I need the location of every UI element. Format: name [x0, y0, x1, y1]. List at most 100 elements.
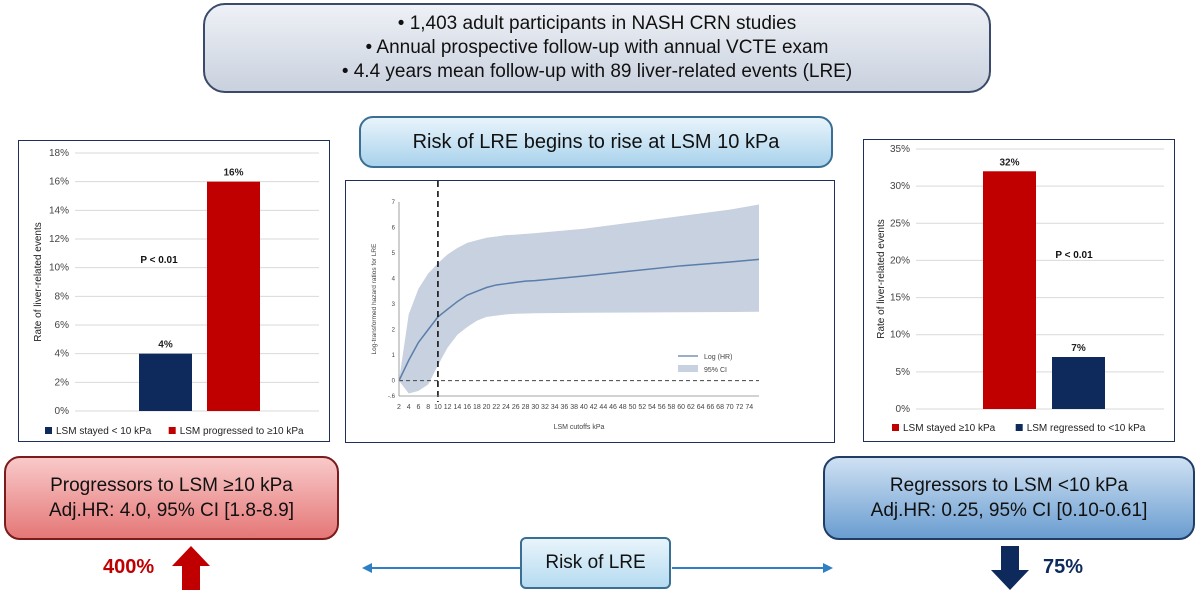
x-tick-label: 72 — [736, 404, 744, 411]
bar — [983, 171, 1036, 409]
summary-line-3: • 4.4 years mean follow-up with 89 liver… — [341, 61, 853, 82]
y-axis-label: Log-transformed hazard ratios for LRE — [371, 243, 378, 355]
x-tick-label: 52 — [638, 404, 646, 411]
x-tick-label: 62 — [687, 404, 695, 411]
y-tick-label: 10% — [49, 263, 69, 274]
progressors-percent: 400% — [103, 556, 155, 578]
right-bar-chart: 0% 5% 10% 15% 20% 25% 30% 35% Rate of liver-rela… — [876, 144, 1164, 434]
legend-label: LSM stayed ≥10 kPa — [903, 423, 996, 434]
x-tick-label: 6 — [417, 404, 421, 411]
legend-swatch — [168, 427, 176, 434]
regressors-hr: Adj.HR: 0.25, 95% CI [0.10-0.61] — [870, 500, 1148, 521]
left-chart-panel: 0% 2% 4% 6% 8% 10% 12% 14% 16% 18% Rate of liver-r… — [18, 140, 330, 442]
y-tick-label: 16% — [49, 177, 69, 188]
x-tick-label: 22 — [492, 404, 500, 411]
y-tick-label: 30% — [890, 181, 910, 192]
y-axis-label: Rate of liver-related events — [876, 219, 887, 339]
risk-of-lre-box: Risk of LRE — [520, 537, 671, 589]
x-tick-label: 8 — [426, 404, 430, 411]
x-tick-label: 34 — [551, 404, 559, 411]
x-tick-label: 40 — [580, 404, 588, 411]
y-tick-label: 1 — [392, 353, 396, 359]
y-tick-label: 35% — [890, 144, 910, 155]
bar — [1052, 357, 1105, 409]
y-tick-label: 2% — [55, 377, 70, 388]
x-tick-label: 38 — [570, 404, 578, 411]
legend-band-swatch — [678, 365, 698, 372]
y-tick-label: 0 — [392, 379, 396, 385]
p-value-annotation: P < 0.01 — [1055, 250, 1093, 261]
y-tick-label: 4 — [392, 277, 396, 283]
y-tick-label: 18% — [49, 148, 69, 159]
x-tick-label: 42 — [590, 404, 598, 411]
x-tick-label: 12 — [444, 404, 452, 411]
y-tick-label: -.6 — [388, 394, 396, 400]
y-tick-label: 20% — [890, 255, 910, 266]
right-chart-panel: 0% 5% 10% 15% 20% 25% 30% 35% Rate of liver-rela… — [863, 139, 1175, 442]
x-tick-label: 66 — [706, 404, 714, 411]
x-tick-label: 68 — [716, 404, 724, 411]
y-tick-label: 14% — [49, 205, 69, 216]
x-tick-label: 20 — [483, 404, 491, 411]
legend-label: LSM stayed < 10 kPa — [56, 426, 152, 437]
legend-label: LSM regressed to <10 kPa — [1027, 423, 1146, 434]
x-tick-label: 14 — [453, 404, 461, 411]
bar — [139, 353, 192, 411]
x-tick-label: 30 — [531, 404, 539, 411]
regressors-box: Regressors to LSM <10 kPa Adj.HR: 0.25, … — [823, 456, 1195, 540]
legend-label: Log (HR) — [704, 354, 732, 361]
y-tick-label: 7 — [392, 200, 396, 206]
x-tick-label: 2 — [397, 404, 401, 411]
x-tick-label: 4 — [407, 404, 411, 411]
x-tick-label: 56 — [658, 404, 666, 411]
y-tick-label: 5 — [392, 251, 396, 257]
x-tick-label: 32 — [541, 404, 549, 411]
x-tick-label: 36 — [561, 404, 569, 411]
regressors-percent: 75% — [1043, 556, 1084, 578]
y-tick-label: 6 — [392, 226, 396, 232]
bar-value-label: 32% — [999, 157, 1019, 168]
x-tick-label: 58 — [668, 404, 676, 411]
bar — [207, 181, 260, 411]
x-tick-label: 70 — [726, 404, 734, 411]
summary-line-2: • Annual prospective follow-up with annu… — [365, 37, 829, 58]
progressors-hr: Adj.HR: 4.0, 95% CI [1.8-8.9] — [48, 500, 294, 521]
progressors-box: Progressors to LSM ≥10 kPa Adj.HR: 4.0, … — [4, 456, 339, 540]
x-tick-label: 74 — [745, 404, 753, 411]
left-bar-chart: 0% 2% 4% 6% 8% 10% 12% 14% 16% 18% Rate of liver-r… — [33, 148, 319, 437]
y-tick-label: 12% — [49, 234, 69, 245]
risk-rise-box: Risk of LRE begins to rise at LSM 10 kPa — [359, 116, 833, 168]
regressors-title: Regressors to LSM <10 kPa — [889, 475, 1129, 496]
legend-label: 95% CI — [704, 367, 727, 374]
hazard-ratio-line — [398, 258, 760, 382]
y-tick-label: 10% — [890, 330, 910, 341]
y-tick-label: 4% — [55, 349, 70, 360]
x-tick-label: 18 — [473, 404, 481, 411]
bar-value-label: 16% — [223, 168, 243, 179]
legend-label: LSM progressed to ≥10 kPa — [180, 426, 304, 437]
x-tick-label: 60 — [677, 404, 685, 411]
x-tick-label: 54 — [648, 404, 656, 411]
legend-swatch — [892, 424, 899, 431]
y-tick-label: 0% — [55, 406, 70, 417]
x-tick-label: 44 — [599, 404, 607, 411]
bar-value-label: 7% — [1071, 343, 1086, 354]
x-tick-label: 48 — [619, 404, 627, 411]
y-tick-label: 25% — [890, 218, 910, 229]
x-axis-label: LSM cutoffs kPa — [554, 424, 605, 431]
x-tick-label: 26 — [512, 404, 520, 411]
x-tick-label: 64 — [697, 404, 705, 411]
x-tick-label: 28 — [522, 404, 530, 411]
middle-chart-panel: -.6 0 1 2 3 4 5 6 7 2 4 6 8 10 12 14 16 18 20 22 24 26 28 30 32 3… — [345, 180, 835, 443]
progressors-title: Progressors to LSM ≥10 kPa — [50, 475, 293, 496]
y-tick-label: 0% — [896, 404, 911, 415]
confidence-band — [399, 204, 759, 394]
y-tick-label: 15% — [890, 293, 910, 304]
y-tick-label: 3 — [392, 302, 396, 308]
summary-line-1: • 1,403 adult participants in NASH CRN s… — [397, 13, 797, 34]
y-tick-label: 5% — [896, 367, 911, 378]
arrow-down-icon — [991, 546, 1029, 590]
x-tick-label: 50 — [629, 404, 637, 411]
y-tick-label: 2 — [392, 328, 396, 334]
